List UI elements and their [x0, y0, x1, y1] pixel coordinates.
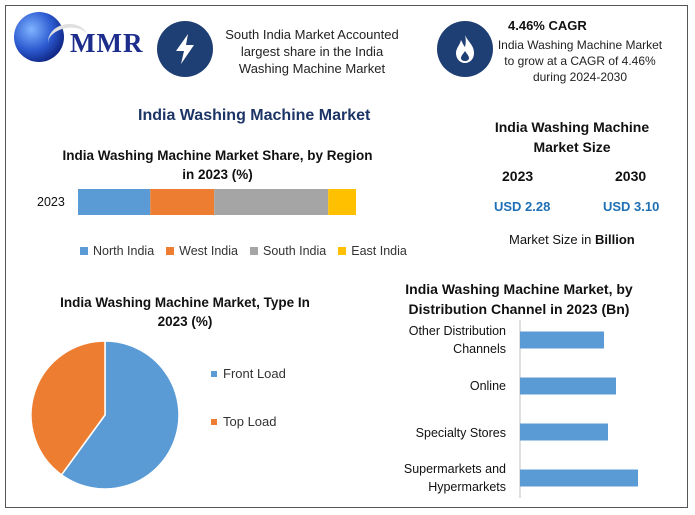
info-left-text: South India Market Accounted largest sha…: [225, 27, 399, 76]
legend-north-india: North India: [80, 244, 154, 258]
legend-west-india: West India: [166, 244, 238, 258]
pie-slice-front-load: [60, 340, 180, 490]
region-stacked-bar: [78, 189, 356, 215]
legend-label: North India: [93, 244, 155, 258]
channel-bar-chart: [519, 320, 638, 498]
channel-bar-2: [520, 423, 608, 441]
type-pie-chart: [30, 340, 180, 490]
market-size-note: Market Size in Billion: [509, 232, 635, 247]
region-segment-west-india: [150, 189, 215, 215]
globe-icon: [14, 12, 64, 62]
legend-label: South India: [262, 244, 327, 258]
pie-slice-top-load: [30, 340, 106, 476]
infographic-frame: [5, 5, 688, 508]
region-segment-south-india: [214, 189, 329, 215]
market-size-note-prefix: Market Size in: [509, 232, 595, 247]
flame-icon: [437, 21, 493, 77]
region-segment-north-india: [78, 189, 151, 215]
legend-swatch: [80, 247, 88, 255]
legend-label: Top Load: [223, 414, 277, 429]
lightning-icon: [157, 21, 213, 77]
legend-swatch: [249, 247, 258, 255]
legend-south-india: South India: [249, 244, 327, 258]
region-chart-title: India Washing Machine Market Share, by R…: [62, 148, 373, 182]
market-size-note-unit: Billion: [594, 232, 635, 247]
channel-bar-1: [520, 377, 616, 395]
channel-chart-title: India Washing Machine Market, by Distrib…: [405, 281, 633, 317]
region-legend: North India West India South India East …: [80, 244, 407, 258]
market-size-year-2023: 2023: [502, 168, 534, 184]
channel-bar-3: [520, 469, 638, 487]
region-chart-category: 2023: [37, 195, 65, 209]
legend-east-india: East India: [338, 244, 407, 258]
info-right-text: India Washing Machine Market to grow at …: [497, 38, 663, 84]
legend-swatch: [211, 418, 217, 425]
channel-label-online: Online: [469, 379, 506, 393]
legend-label: West India: [179, 244, 238, 258]
channel-label-specialty: Specialty Stores: [415, 426, 506, 440]
market-size-value-2023: USD 2.28: [494, 199, 551, 214]
type-chart-title: India Washing Machine Market, Type In 20…: [60, 295, 310, 329]
channel-bar-0: [520, 331, 604, 349]
mmr-logo: MMR: [12, 10, 142, 65]
channel-label-supermarkets: Supermarkets and Hypermarkets: [403, 462, 506, 494]
main-title: India Washing Machine Market: [138, 107, 371, 124]
cagr-headline: 4.46% CAGR: [508, 18, 587, 33]
legend-swatch: [166, 247, 175, 255]
legend-top-load: Top Load: [211, 414, 277, 429]
market-size-year-2030: 2030: [615, 168, 647, 184]
market-size-title: India Washing Machine Market Size: [494, 119, 650, 155]
channel-label-other: Other Distribution Channels: [408, 324, 506, 356]
legend-label: Front Load: [223, 366, 286, 381]
region-segment-east-india: [328, 189, 356, 215]
logo-text: MMR: [70, 28, 144, 58]
legend-swatch: [211, 370, 217, 377]
market-size-value-2030: USD 3.10: [603, 199, 660, 214]
legend-swatch: [338, 247, 347, 255]
legend-front-load: Front Load: [211, 366, 286, 381]
legend-label: East India: [351, 244, 407, 258]
